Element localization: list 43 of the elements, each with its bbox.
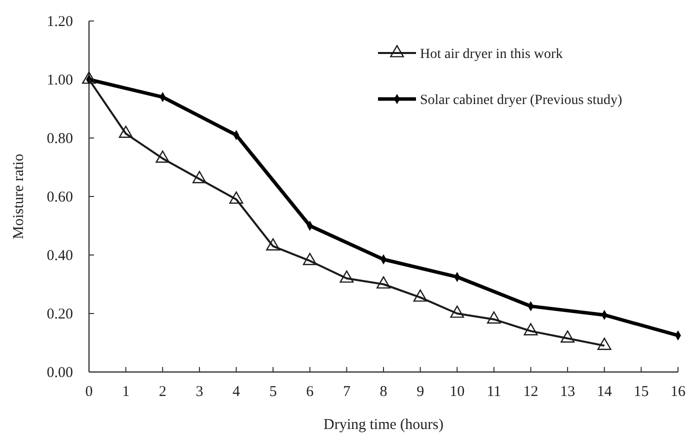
point [340, 270, 354, 283]
point [118, 126, 133, 138]
y-tick-label: 0.80 [46, 131, 73, 147]
x-tick-label: 0 [85, 384, 93, 400]
y-tick-label: 1.20 [46, 14, 73, 30]
point [450, 306, 464, 318]
point [192, 171, 206, 184]
x-axis-title: Drying time (hours) [324, 417, 444, 433]
x-tick-label: 11 [486, 384, 502, 400]
x-tick-label: 15 [634, 384, 649, 400]
y-tick-label: 0.60 [46, 190, 73, 206]
point [266, 238, 280, 250]
x-tick-label: 4 [232, 384, 240, 400]
y-tick-label: 1.00 [46, 72, 73, 88]
x-tick-label: 16 [670, 384, 686, 400]
point [524, 323, 538, 336]
x-tick-label: 8 [380, 384, 388, 400]
x-tick-label: 14 [596, 384, 612, 400]
x-tick-label: 3 [196, 384, 204, 400]
point [376, 276, 390, 289]
point [413, 289, 428, 302]
point [302, 252, 317, 266]
x-tick-label: 7 [342, 384, 351, 400]
point [597, 338, 612, 350]
point [156, 150, 170, 163]
y-tick-label: 0.00 [46, 365, 73, 381]
x-tick-label: 12 [523, 384, 538, 400]
point [486, 311, 501, 324]
x-tick-label: 1 [122, 384, 130, 400]
y-tick-label: 0.40 [46, 248, 73, 264]
y-tick-label: 0.20 [46, 306, 73, 322]
x-tick-label: 13 [560, 384, 576, 400]
x-tick-label: 2 [158, 384, 166, 400]
point [229, 191, 244, 204]
point [560, 330, 575, 343]
point [82, 72, 96, 84]
legend-label: Solar cabinet dryer (Previous study) [420, 93, 623, 108]
legend-label: Hot air dryer in this work [420, 47, 563, 62]
x-tick-label: 9 [416, 384, 424, 400]
x-tick-label: 6 [306, 384, 314, 400]
x-tick-label: 10 [450, 384, 465, 400]
y-axis-title: Moisture ratio [11, 154, 27, 240]
x-tick-label: 5 [269, 384, 277, 400]
